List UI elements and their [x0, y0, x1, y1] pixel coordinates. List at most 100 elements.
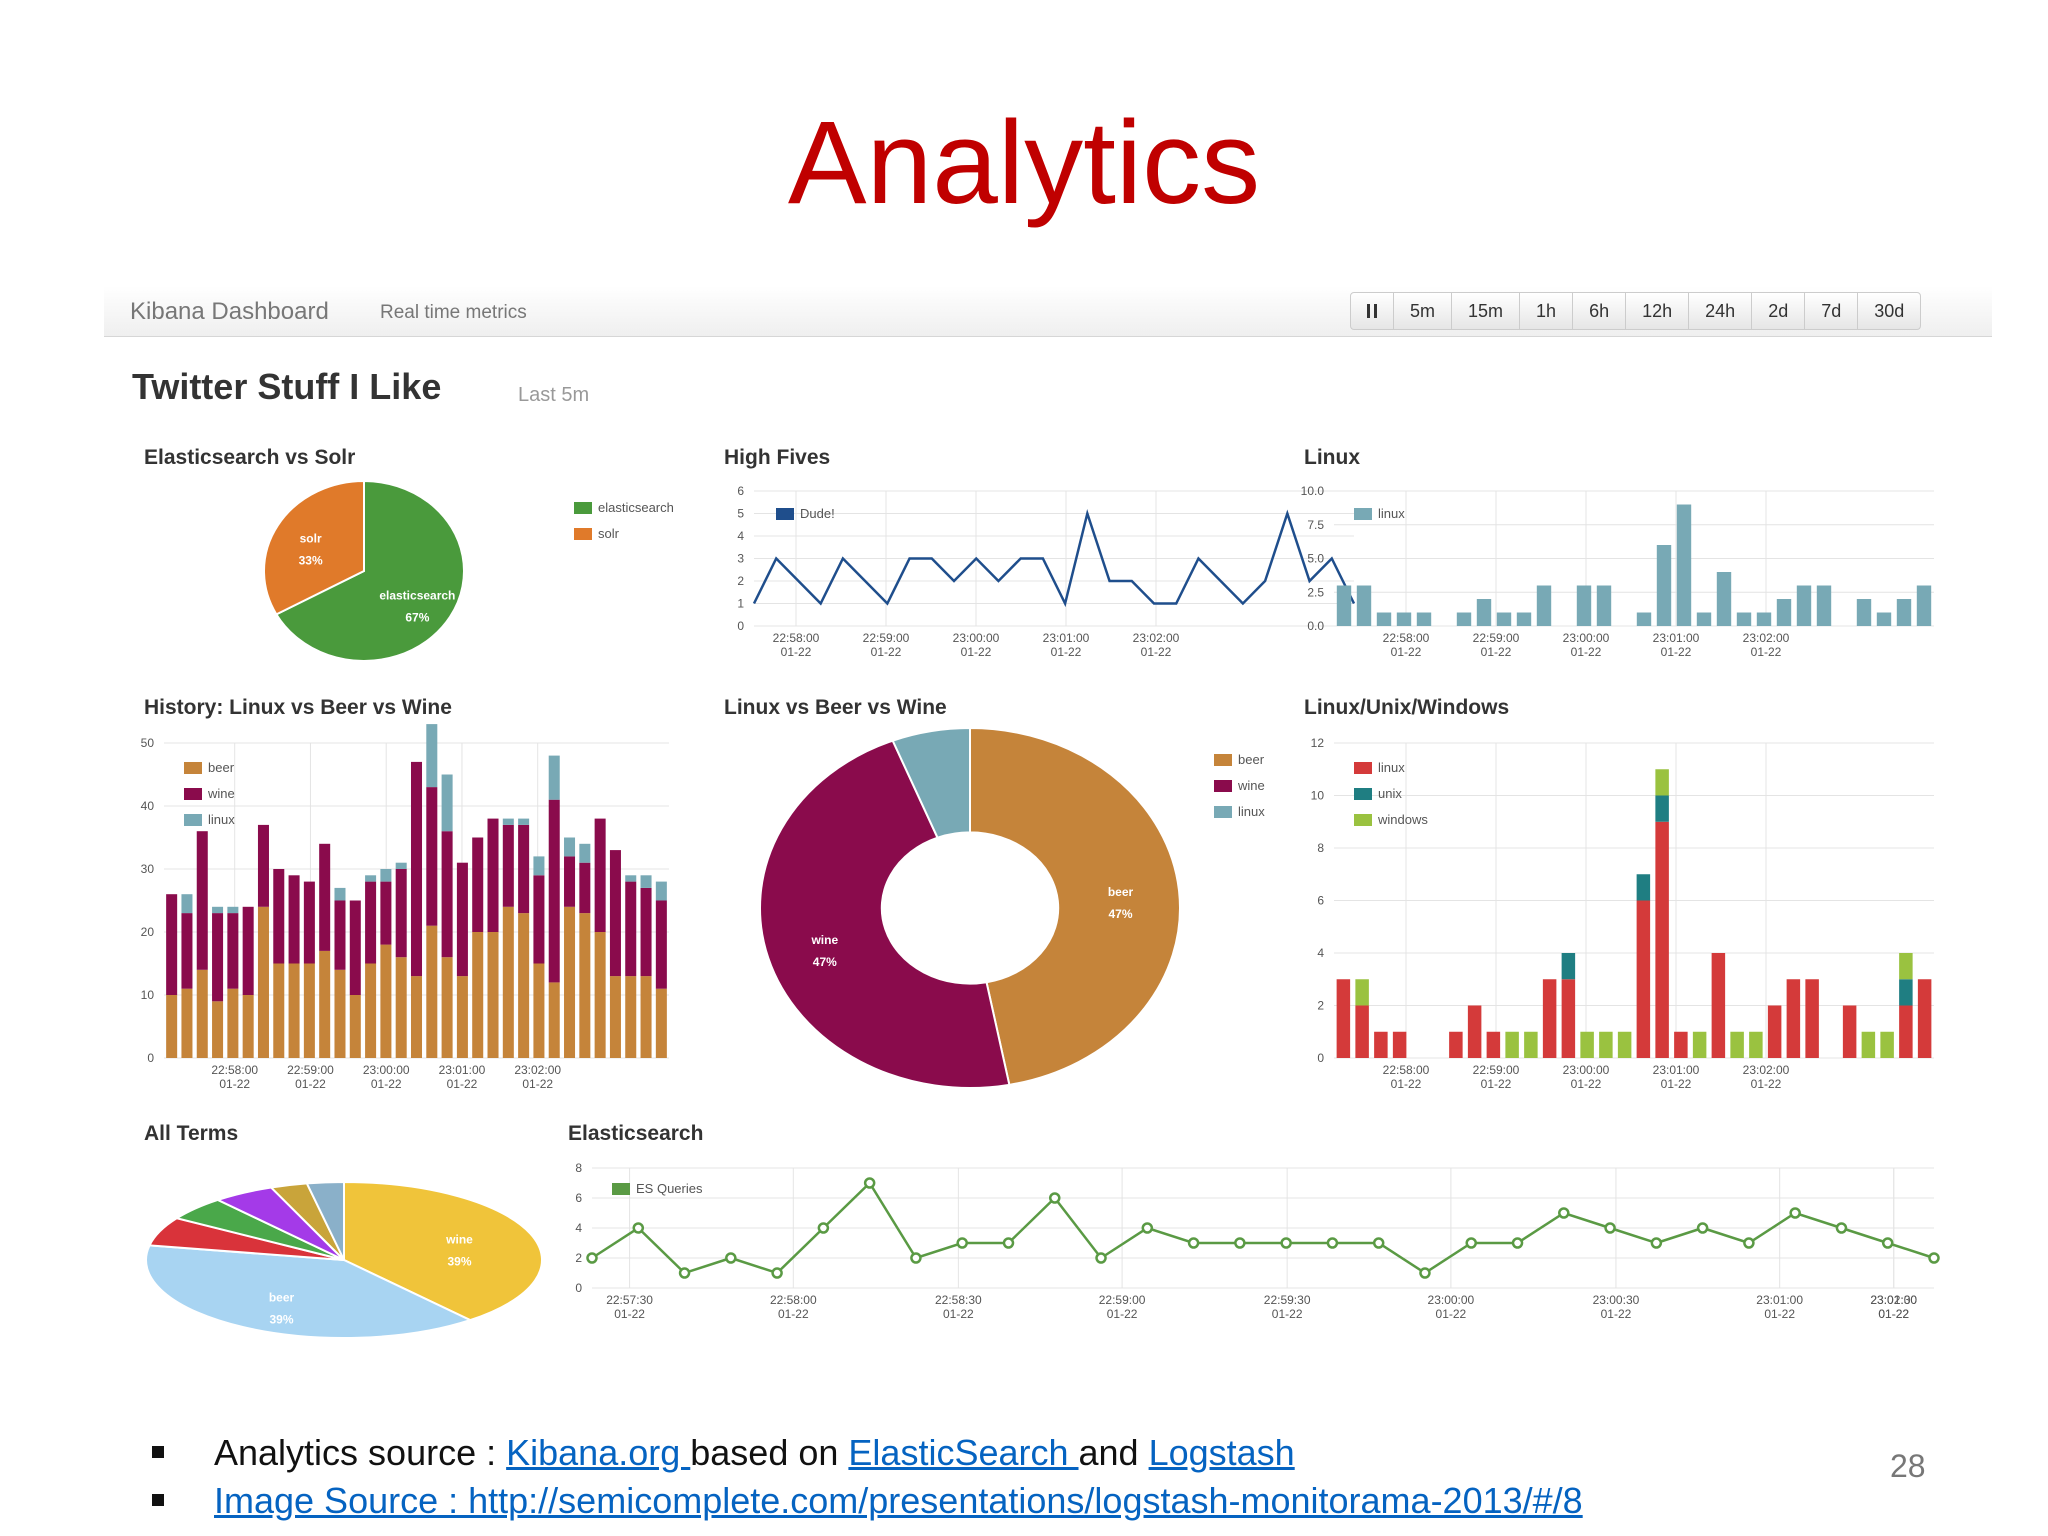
history-bar-linux-3	[212, 906, 224, 914]
elasticsearch-xtick-time-1: 22:58:00	[770, 1293, 817, 1307]
link-kibana[interactable]: Kibana.org	[506, 1432, 691, 1473]
elasticsearch-xtick-time-5: 23:00:00	[1428, 1293, 1475, 1307]
high-fives-xtick-date-4: 01-22	[1141, 645, 1172, 659]
linux-bar-linux-26	[1856, 599, 1872, 626]
time-button-24h[interactable]: 24h	[1688, 293, 1751, 329]
linux-bar-linux-0	[1336, 585, 1352, 626]
elasticsearch-point-15	[1280, 1237, 1292, 1249]
history-bar-beer-29	[609, 976, 621, 1058]
panel-title-es-vs-solr: Elasticsearch vs Solr	[144, 446, 356, 469]
luw-bar-linux-25	[1805, 979, 1819, 1058]
linux-beer-wine-legend-swatch-2	[1214, 806, 1232, 818]
history-bar-linux-31	[640, 875, 652, 888]
elasticsearch-xtick-time-8: 23:01:30	[1870, 1293, 1917, 1307]
history-bar-wine-25	[548, 799, 560, 983]
time-button-2d[interactable]: 2d	[1751, 293, 1804, 329]
dashboard-brand[interactable]: Kibana Dashboard	[130, 298, 329, 325]
elasticsearch-point-16	[1326, 1237, 1339, 1249]
all-terms-slice-beer	[145, 1244, 473, 1339]
high-fives-xtick-date-1: 01-22	[871, 645, 902, 659]
elasticsearch-xtick-time-9: 23:02:00	[1870, 1293, 1917, 1307]
bullet-mid2: and	[1078, 1432, 1149, 1473]
elasticsearch-xtick-time-7: 23:01:00	[1756, 1293, 1803, 1307]
linux-beer-wine-slice-pct-beer: 47%	[1109, 907, 1133, 921]
elasticsearch-point-4	[771, 1267, 783, 1279]
elasticsearch-point-0	[586, 1252, 598, 1264]
elasticsearch-xtick-date-9: 01-22	[1878, 1307, 1909, 1321]
history-xtick-time-2: 23:00:00	[363, 1063, 410, 1077]
linux-bar-linux-27	[1876, 612, 1892, 626]
linux-bar-linux-8	[1496, 612, 1512, 626]
time-button-6h[interactable]: 6h	[1572, 293, 1625, 329]
history-bar-wine-22	[502, 824, 514, 907]
history-bar-wine-6	[257, 824, 269, 907]
link-elasticsearch[interactable]: ElasticSearch	[848, 1432, 1079, 1473]
elasticsearch-xtick-date-8: 01-22	[1878, 1307, 1909, 1321]
history-xtick-time-3: 23:01:00	[439, 1063, 486, 1077]
time-button-15m[interactable]: 15m	[1451, 293, 1519, 329]
luw-bar-unix-16	[1636, 874, 1651, 901]
history-legend-label-0: beer	[208, 760, 235, 775]
linux-xtick-time-1: 22:59:00	[1473, 631, 1520, 645]
luw-bar-windows-17	[1655, 769, 1669, 796]
time-button-12h[interactable]: 12h	[1625, 293, 1688, 329]
luw-xtick-time-2: 23:00:00	[1563, 1063, 1610, 1077]
history-ytick-3: 30	[141, 862, 155, 876]
luw-ytick-2: 4	[1317, 946, 1324, 960]
es-vs-solr-slice-label-elasticsearch: elasticsearch	[379, 588, 455, 602]
elasticsearch-point-17	[1372, 1237, 1385, 1249]
luw-xtick-time-1: 22:59:00	[1473, 1063, 1520, 1077]
elasticsearch-xtick-time-0: 22:57:30	[606, 1293, 653, 1307]
es-vs-solr-legend-swatch-0	[574, 502, 592, 514]
linux-beer-wine-legend-swatch-0	[1214, 754, 1232, 766]
elasticsearch-point-3	[725, 1252, 737, 1264]
elasticsearch-point-27	[1835, 1222, 1848, 1234]
linux-bar-linux-21	[1756, 612, 1772, 626]
history-ytick-2: 20	[141, 925, 155, 939]
all-terms-slice-pct-beer: 39%	[269, 1313, 293, 1327]
kibana-dashboard: Kibana Dashboard Real time metrics 5m 15…	[104, 286, 1992, 1379]
history-bar-wine-27	[579, 862, 591, 914]
slide-title: Analytics	[787, 97, 1261, 229]
pause-button[interactable]	[1351, 293, 1393, 329]
luw-xtick-date-4: 01-22	[1751, 1077, 1782, 1091]
history-bar-wine-11	[334, 900, 346, 970]
luw-bar-windows-21	[1730, 1031, 1744, 1058]
history-bar-beer-23	[518, 913, 530, 1058]
time-button-5m[interactable]: 5m	[1393, 293, 1451, 329]
elasticsearch-point-28	[1881, 1237, 1894, 1249]
history-bar-linux-32	[655, 881, 667, 901]
linux-xtick-date-0: 01-22	[1391, 645, 1422, 659]
dashboard-title-sub: Last 5m	[518, 384, 590, 406]
luw-xtick-date-3: 01-22	[1661, 1077, 1692, 1091]
linux-ytick-2: 5.0	[1307, 552, 1324, 566]
elasticsearch-point-29	[1928, 1252, 1940, 1264]
elasticsearch-xtick-date-7: 01-22	[1764, 1307, 1795, 1321]
history-bar-beer-17	[426, 925, 438, 1058]
linux-bar-linux-3	[1396, 612, 1412, 626]
linux-bar-linux-17	[1676, 504, 1692, 626]
history-bar-wine-15	[395, 869, 407, 958]
elasticsearch-xtick-date-5: 01-22	[1436, 1307, 1467, 1321]
luw-bar-windows-10	[1524, 1031, 1538, 1058]
luw-legend-swatch-1	[1354, 788, 1372, 800]
time-button-1h[interactable]: 1h	[1519, 293, 1572, 329]
history-bar-beer-2	[196, 969, 208, 1058]
high-fives-xtick-date-3: 01-22	[1051, 645, 1082, 659]
history-bar-wine-5	[242, 906, 254, 995]
linux-xtick-time-2: 23:00:00	[1563, 631, 1610, 645]
link-logstash[interactable]: Logstash	[1148, 1432, 1295, 1473]
luw-xtick-date-2: 01-22	[1571, 1077, 1602, 1091]
luw-bar-windows-15	[1617, 1031, 1632, 1058]
time-button-7d[interactable]: 7d	[1804, 293, 1857, 329]
luw-bar-windows-29	[1880, 1031, 1894, 1058]
linux-ytick-0: 0.0	[1307, 619, 1324, 633]
linux-bar-linux-10	[1536, 585, 1552, 626]
linux-bar-linux-6	[1456, 612, 1472, 626]
link-image-source[interactable]: Image Source : http://semicomplete.com/p…	[214, 1480, 1583, 1521]
high-fives-ytick-6: 6	[737, 484, 744, 498]
history-bar-linux-13	[365, 875, 377, 882]
time-button-30d[interactable]: 30d	[1857, 293, 1920, 329]
history-bar-wine-32	[655, 900, 667, 989]
luw-bar-unix-17	[1655, 795, 1669, 822]
